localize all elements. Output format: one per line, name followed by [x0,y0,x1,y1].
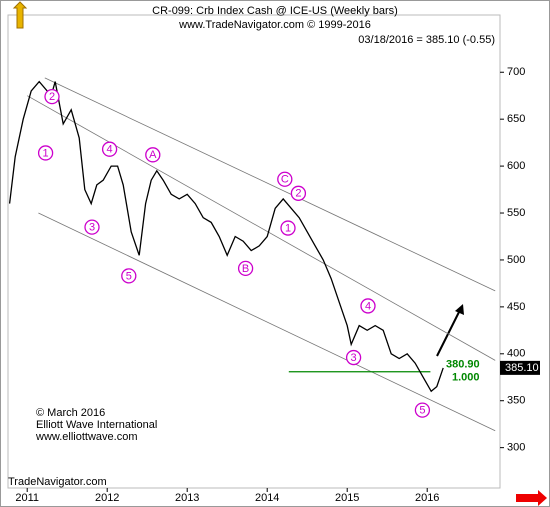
x-tick-label: 2014 [255,492,279,504]
footer: TradeNavigator.com [8,476,107,488]
level-ratio: 1.000 [452,372,480,384]
y-tick-label: 550 [507,207,525,219]
wave-label: 2 [49,91,55,103]
chart-title: CR-099: Crb Index Cash @ ICE-US (Weekly … [152,5,398,17]
wave-label: B [242,263,249,275]
wave-label: 5 [126,270,132,282]
wave-label: C [281,174,289,186]
wave-marker [84,219,100,235]
arrow-head [455,304,464,315]
credit: Elliott Wave International [36,419,157,431]
x-tick-label: 2016 [415,492,439,504]
y-tick-label: 650 [507,113,525,125]
arrow [436,309,461,357]
wave-marker [290,185,307,201]
wave-marker [345,349,362,366]
wave-marker [277,171,293,187]
x-tick-label: 2015 [335,492,359,504]
wave-label: 4 [365,300,371,312]
wave-label: 3 [89,222,95,234]
channel-line [38,212,496,432]
wave-label: A [149,149,157,161]
y-tick-label: 500 [507,254,525,266]
nav-arrow[interactable] [516,490,547,506]
last-price: 385.10 [505,362,539,374]
wave-marker [280,220,296,236]
y-tick-label: 600 [507,160,525,172]
wave-label: 3 [351,352,357,364]
last-price-box [500,360,540,375]
y-tick-label: 350 [507,395,525,407]
wave-marker [101,141,118,157]
price-line [8,80,444,393]
y-tick-label: 450 [507,301,525,313]
x-tick-label: 2012 [95,492,119,504]
wave-label: 1 [43,147,49,159]
wave-label: 5 [419,405,425,417]
x-tick-label: 2013 [175,492,199,504]
wave-label: 1 [285,222,291,234]
chart-subtitle: www.TradeNavigator.com © 1999-2016 [178,19,371,31]
wave-label: 2 [295,188,301,200]
credit: © March 2016 [36,407,105,419]
wave-marker [360,298,376,314]
credit: www.elliottwave.com [35,431,137,443]
y-tick-label: 700 [507,66,525,78]
x-tick-label: 2011 [15,492,39,504]
y-tick-label: 300 [507,442,525,454]
wave-marker [121,268,137,284]
wave-marker [37,145,54,161]
quote: 03/18/2016 = 385.10 (-0.55) [358,34,495,46]
channel-line [27,95,496,361]
channel-line [44,77,496,292]
y-tick-label: 400 [507,348,525,360]
wave-marker [44,88,60,105]
wave-label: 4 [107,144,113,156]
logo [12,1,28,29]
wave-marker [145,147,161,163]
level-label: 380.90 [446,359,480,371]
wave-marker [237,260,254,277]
wave-marker [414,402,431,418]
